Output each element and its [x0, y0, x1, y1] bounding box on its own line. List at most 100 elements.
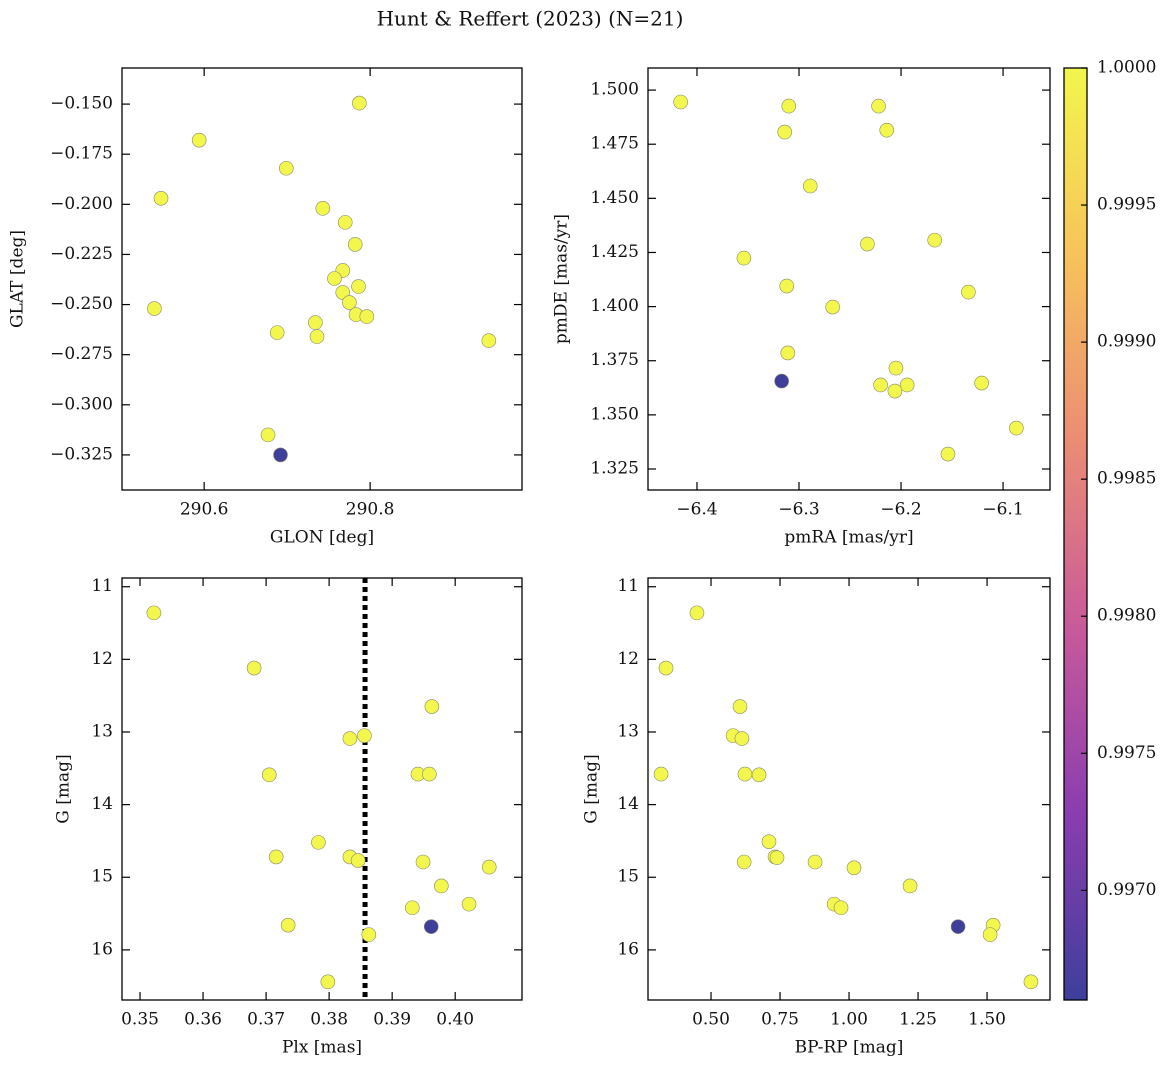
y-tick-label: 1.325 — [590, 458, 639, 478]
point — [309, 329, 325, 344]
point — [860, 236, 875, 252]
point — [879, 122, 895, 138]
x-tick-label: 290.6 — [180, 500, 229, 520]
point — [780, 345, 796, 361]
plot-frame — [121, 67, 523, 491]
y-tick-label: 1.450 — [590, 188, 639, 208]
point — [774, 373, 789, 389]
point — [481, 859, 497, 875]
point — [327, 271, 342, 286]
point — [761, 834, 777, 849]
point — [825, 299, 840, 315]
colorbar-tick-label: 0.9985 — [1097, 469, 1156, 489]
point — [833, 900, 849, 916]
point — [405, 900, 420, 916]
point — [888, 360, 904, 376]
y-tick-label: −0.225 — [50, 244, 113, 264]
colorbar — [1063, 67, 1088, 1001]
colorbar-tick-label: 0.9975 — [1097, 743, 1156, 763]
point — [359, 309, 375, 324]
y-tick-label: 11 — [617, 576, 639, 596]
point — [902, 878, 918, 894]
subplot: 0.50 0.75 1.00 1.25 1.50 11 12 13 14 15 16 BP-RP [m… — [582, 576, 1051, 1058]
point — [461, 896, 477, 912]
y-tick-label: 1.475 — [590, 134, 639, 154]
x-tick-label: 1.00 — [830, 1010, 868, 1030]
point — [871, 98, 886, 114]
y-axis-label: GLAT [deg] — [8, 230, 28, 328]
y-tick-label: 12 — [91, 649, 113, 669]
point — [269, 325, 285, 340]
y-tick-label: −0.250 — [50, 294, 113, 314]
point — [769, 850, 785, 865]
point — [777, 124, 793, 140]
point — [481, 333, 497, 348]
point — [732, 699, 748, 714]
point — [423, 919, 439, 934]
subplot: −6.4 −6.3 −6.2 −6.1 1.325 1.350 1.375 1.400 1.42… — [552, 67, 1051, 548]
plot-frame — [647, 67, 1051, 491]
y-tick-label: 14 — [91, 794, 113, 814]
point — [260, 427, 276, 443]
y-tick-label: 16 — [91, 939, 113, 959]
point — [191, 132, 207, 148]
y-tick-label: −0.325 — [50, 444, 113, 464]
point — [736, 854, 752, 870]
y-tick-label: 1.500 — [590, 80, 639, 100]
point — [147, 301, 162, 316]
x-tick-label: −6.2 — [880, 500, 921, 520]
x-tick-label: 1.50 — [968, 1010, 1006, 1030]
y-tick-label: −0.150 — [50, 94, 113, 114]
point — [950, 919, 966, 934]
x-tick-label: 0.37 — [247, 1010, 285, 1030]
y-tick-label: 15 — [91, 867, 113, 887]
point — [342, 731, 358, 746]
x-tick-label: −6.1 — [982, 500, 1023, 520]
y-tick-label: −0.275 — [50, 344, 113, 364]
x-tick-label: −6.4 — [676, 500, 717, 520]
point — [351, 279, 366, 294]
point — [974, 375, 989, 391]
y-axis-label: G [mag] — [54, 754, 74, 823]
plot-frame — [121, 577, 523, 1001]
point — [342, 295, 357, 310]
point — [424, 699, 440, 714]
subplot: 0.35 0.36 0.37 0.38 0.39 0.40 11 12 13 14 15 16 Plx … — [54, 576, 523, 1058]
point — [846, 860, 862, 876]
point — [673, 94, 688, 110]
point — [273, 447, 288, 463]
point — [982, 927, 998, 942]
point — [779, 278, 795, 294]
point — [357, 728, 372, 743]
x-tick-label: 0.38 — [310, 1010, 348, 1030]
y-tick-label: 13 — [617, 721, 639, 741]
x-tick-label: 0.50 — [692, 1010, 730, 1030]
x-tick-label: 1.25 — [899, 1010, 937, 1030]
colorbar-tick-label: 1.0000 — [1097, 58, 1156, 78]
colorbar-tick-label: 0.9970 — [1097, 880, 1156, 900]
y-axis-label: G [mag] — [582, 754, 602, 823]
y-tick-label: 1.425 — [590, 242, 639, 262]
x-tick-label: 0.36 — [184, 1010, 222, 1030]
x-tick-label: 0.35 — [121, 1010, 159, 1030]
x-tick-label: 0.40 — [436, 1010, 474, 1030]
y-tick-label: 1.375 — [590, 350, 639, 370]
point — [940, 446, 956, 462]
point — [807, 854, 823, 870]
y-tick-label: 12 — [617, 649, 639, 669]
y-tick-label: 13 — [91, 721, 113, 741]
point — [653, 766, 669, 782]
point — [320, 974, 336, 990]
x-tick-label: 0.75 — [761, 1010, 799, 1030]
point — [689, 605, 705, 621]
point — [802, 178, 818, 194]
point — [246, 660, 262, 676]
subplot: 290.6 290.8 −0.150 −0.175 −0.200 −0.225 −0.250… — [8, 67, 523, 548]
point — [781, 98, 797, 114]
point — [927, 232, 943, 248]
y-tick-label: 15 — [617, 867, 639, 887]
point — [961, 284, 976, 300]
point — [311, 835, 326, 850]
point — [337, 215, 353, 230]
point — [751, 767, 767, 783]
